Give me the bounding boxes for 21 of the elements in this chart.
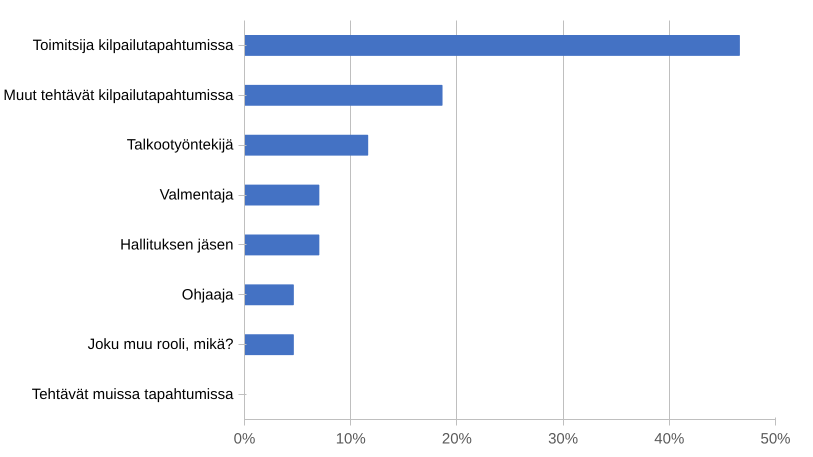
y-tick-label: Tehtävät muissa tapahtumissa: [32, 386, 234, 404]
y-tick-label: Hallituksen jäsen: [120, 236, 234, 254]
y-tick-label: Valmentaja: [160, 186, 234, 204]
bar: [244, 34, 740, 56]
bar: [244, 284, 294, 306]
y-tick-label: Joku muu rooli, mikä?: [88, 336, 234, 354]
bar: [244, 84, 443, 106]
y-tick-label: Toimitsija kilpailutapahtumissa: [32, 36, 234, 54]
bar: [244, 334, 294, 356]
x-tick-label: 50%: [760, 430, 791, 448]
x-tick-label: 40%: [654, 430, 684, 448]
y-tick-label: Talkootyöntekijä: [126, 136, 234, 154]
bar: [244, 234, 320, 256]
x-tick-label: 0%: [234, 430, 256, 448]
y-tick-label: Ohjaaja: [182, 286, 234, 304]
y-tick-label: Muut tehtävät kilpailutapahtumissa: [3, 86, 234, 104]
bar: [244, 184, 320, 206]
x-tick-label: 30%: [548, 430, 578, 448]
x-tick-label: 10%: [336, 430, 366, 448]
bar: [244, 134, 368, 156]
x-tick-label: 20%: [442, 430, 472, 448]
